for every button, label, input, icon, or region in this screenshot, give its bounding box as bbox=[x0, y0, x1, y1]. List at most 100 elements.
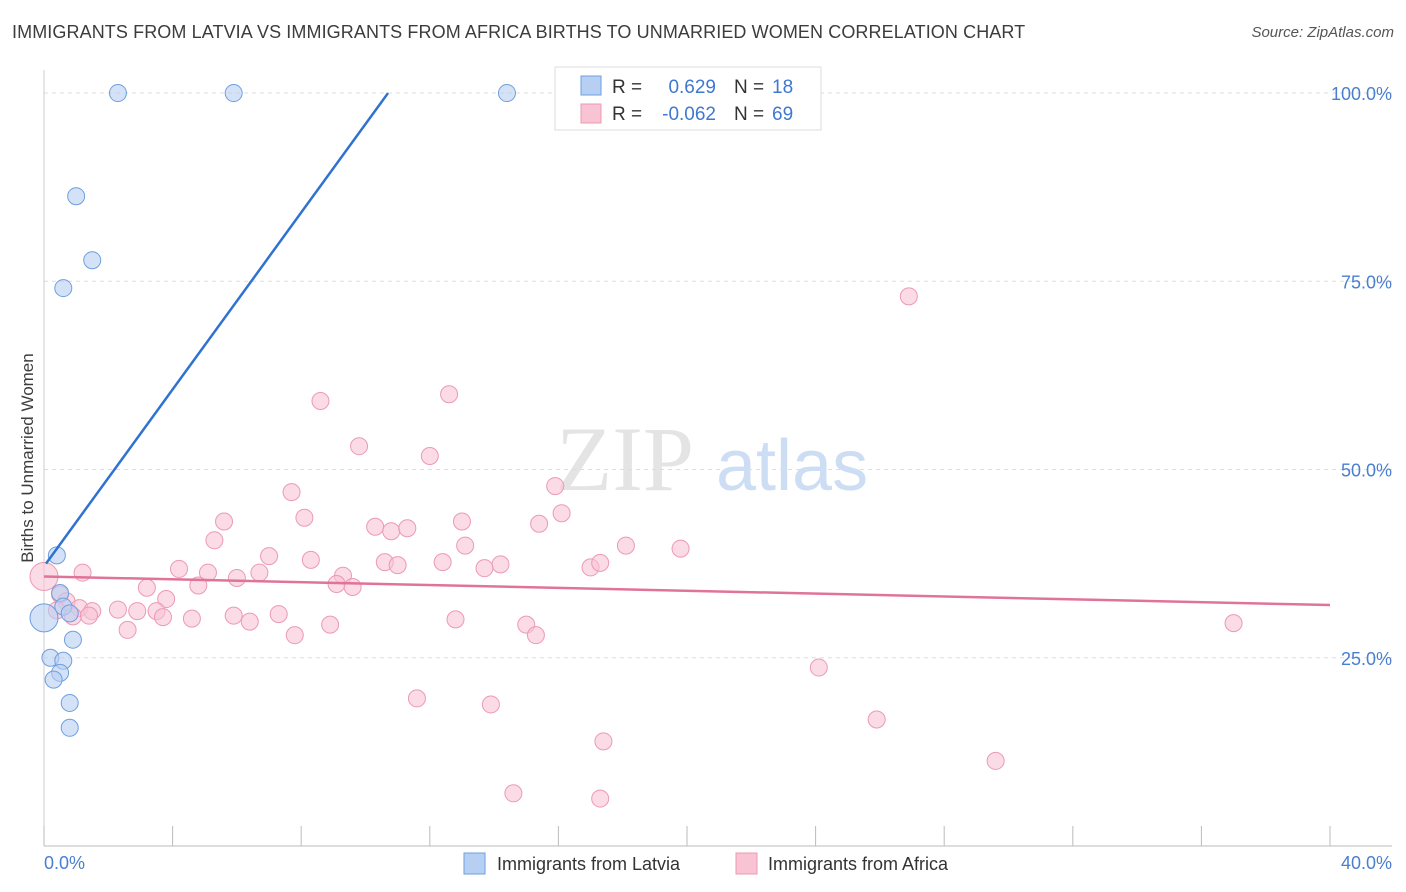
africa-point-9 bbox=[215, 512, 234, 531]
africa-point-65 bbox=[867, 710, 886, 729]
gridlines bbox=[44, 92, 1392, 659]
africa-point-51 bbox=[182, 609, 201, 628]
africa-point-25 bbox=[475, 559, 494, 578]
watermark-zip: ZIP bbox=[556, 408, 694, 510]
latvia-legend-swatch bbox=[580, 75, 602, 96]
latvia-n-value: 18 bbox=[772, 77, 793, 98]
latvia-trend-line bbox=[44, 92, 390, 565]
latvia-point-17 bbox=[60, 718, 79, 737]
latvia-point-16 bbox=[60, 693, 79, 712]
africa-series bbox=[29, 287, 1243, 808]
africa-point-54 bbox=[240, 612, 259, 631]
africa-point-55 bbox=[321, 615, 340, 634]
africa-point-16 bbox=[456, 536, 475, 555]
latvia-point-11 bbox=[63, 630, 82, 649]
y-axis-label: Births to Unmarried Women bbox=[18, 353, 37, 562]
latvia-point-9 bbox=[60, 604, 79, 623]
watermark-atlas: atlas bbox=[716, 426, 868, 506]
source-label: Source: ZipAtlas.com bbox=[1251, 24, 1394, 41]
africa-point-52 bbox=[224, 606, 243, 625]
africa-point-58 bbox=[526, 626, 545, 645]
africa-point-63 bbox=[407, 689, 426, 708]
africa-point-3 bbox=[350, 437, 369, 456]
africa-point-20 bbox=[301, 550, 320, 569]
y-tick-label-75: 75.0% bbox=[1341, 272, 1392, 292]
africa-point-35 bbox=[343, 577, 362, 596]
latvia-point-5 bbox=[54, 279, 73, 298]
africa-point-19 bbox=[260, 547, 279, 566]
africa-point-56 bbox=[446, 610, 465, 629]
africa-point-12 bbox=[382, 522, 401, 541]
africa-point-11 bbox=[366, 517, 385, 536]
stats-legend: R = 0.629 N = 18 R = -0.062 N = 69 bbox=[554, 66, 822, 131]
africa-point-45 bbox=[128, 602, 147, 621]
legend-swatch-africa bbox=[735, 852, 758, 875]
latvia-r-label: R = bbox=[612, 77, 642, 98]
africa-point-60 bbox=[118, 620, 137, 639]
africa-point-68 bbox=[504, 784, 523, 803]
latvia-point-3 bbox=[67, 187, 86, 206]
africa-point-23 bbox=[433, 553, 452, 572]
legend-swatch-latvia bbox=[463, 852, 486, 875]
africa-point-2 bbox=[311, 392, 330, 411]
africa-point-66 bbox=[594, 732, 613, 751]
africa-point-1 bbox=[440, 385, 459, 404]
latvia-series bbox=[29, 84, 516, 737]
africa-point-61 bbox=[285, 626, 304, 645]
africa-n-value: 69 bbox=[772, 104, 793, 125]
latvia-point-0 bbox=[108, 84, 127, 103]
latvia-r-value: 0.629 bbox=[668, 77, 716, 98]
africa-point-36 bbox=[137, 578, 156, 597]
africa-point-6 bbox=[282, 483, 301, 502]
latvia-point-2 bbox=[497, 84, 516, 103]
africa-point-5 bbox=[546, 477, 565, 496]
latvia-point-10 bbox=[29, 603, 59, 633]
africa-point-37 bbox=[189, 576, 208, 595]
legend-label-latvia: Immigrants from Latvia bbox=[497, 854, 681, 874]
africa-point-15 bbox=[205, 531, 224, 550]
africa-point-31 bbox=[250, 563, 269, 582]
africa-point-29 bbox=[170, 559, 189, 578]
latvia-point-15 bbox=[44, 670, 63, 689]
africa-point-22 bbox=[388, 556, 407, 575]
y-axis-tick-labels: 25.0% 50.0% 75.0% 100.0% bbox=[1331, 84, 1392, 669]
africa-point-27 bbox=[591, 553, 610, 572]
latvia-n-label: N = bbox=[734, 77, 764, 98]
africa-trend-line bbox=[43, 575, 1331, 607]
africa-point-14 bbox=[530, 514, 549, 533]
africa-point-49 bbox=[80, 606, 99, 625]
africa-r-value: -0.062 bbox=[662, 104, 716, 125]
africa-point-8 bbox=[295, 508, 314, 527]
latvia-point-4 bbox=[83, 251, 102, 270]
x-axis-ticks bbox=[43, 826, 1331, 846]
africa-point-53 bbox=[269, 605, 288, 624]
africa-n-label: N = bbox=[734, 104, 764, 125]
africa-legend-swatch bbox=[580, 103, 602, 124]
africa-point-24 bbox=[491, 555, 510, 574]
latvia-point-1 bbox=[224, 84, 243, 103]
axes bbox=[43, 70, 1392, 847]
africa-r-label: R = bbox=[612, 104, 642, 125]
africa-point-69 bbox=[591, 789, 610, 808]
africa-point-10 bbox=[452, 512, 471, 531]
africa-point-18 bbox=[671, 539, 690, 558]
trend-lines bbox=[43, 92, 1331, 607]
africa-point-38 bbox=[157, 590, 176, 609]
y-tick-label-50: 50.0% bbox=[1341, 461, 1392, 481]
africa-point-64 bbox=[481, 695, 500, 714]
africa-point-32 bbox=[227, 568, 246, 587]
africa-point-67 bbox=[986, 751, 1005, 770]
series-legend: Immigrants from Latvia Immigrants from A… bbox=[463, 852, 949, 875]
y-tick-label-25: 25.0% bbox=[1341, 649, 1392, 669]
x-tick-label-min: 0.0% bbox=[44, 853, 85, 873]
africa-point-62 bbox=[809, 658, 828, 677]
x-tick-label-max: 40.0% bbox=[1341, 853, 1392, 873]
africa-point-0 bbox=[899, 287, 918, 306]
africa-point-13 bbox=[398, 519, 417, 538]
africa-point-4 bbox=[420, 446, 439, 465]
africa-point-50 bbox=[153, 608, 172, 627]
africa-point-44 bbox=[108, 600, 127, 619]
africa-point-7 bbox=[552, 504, 571, 523]
africa-point-17 bbox=[616, 536, 635, 555]
